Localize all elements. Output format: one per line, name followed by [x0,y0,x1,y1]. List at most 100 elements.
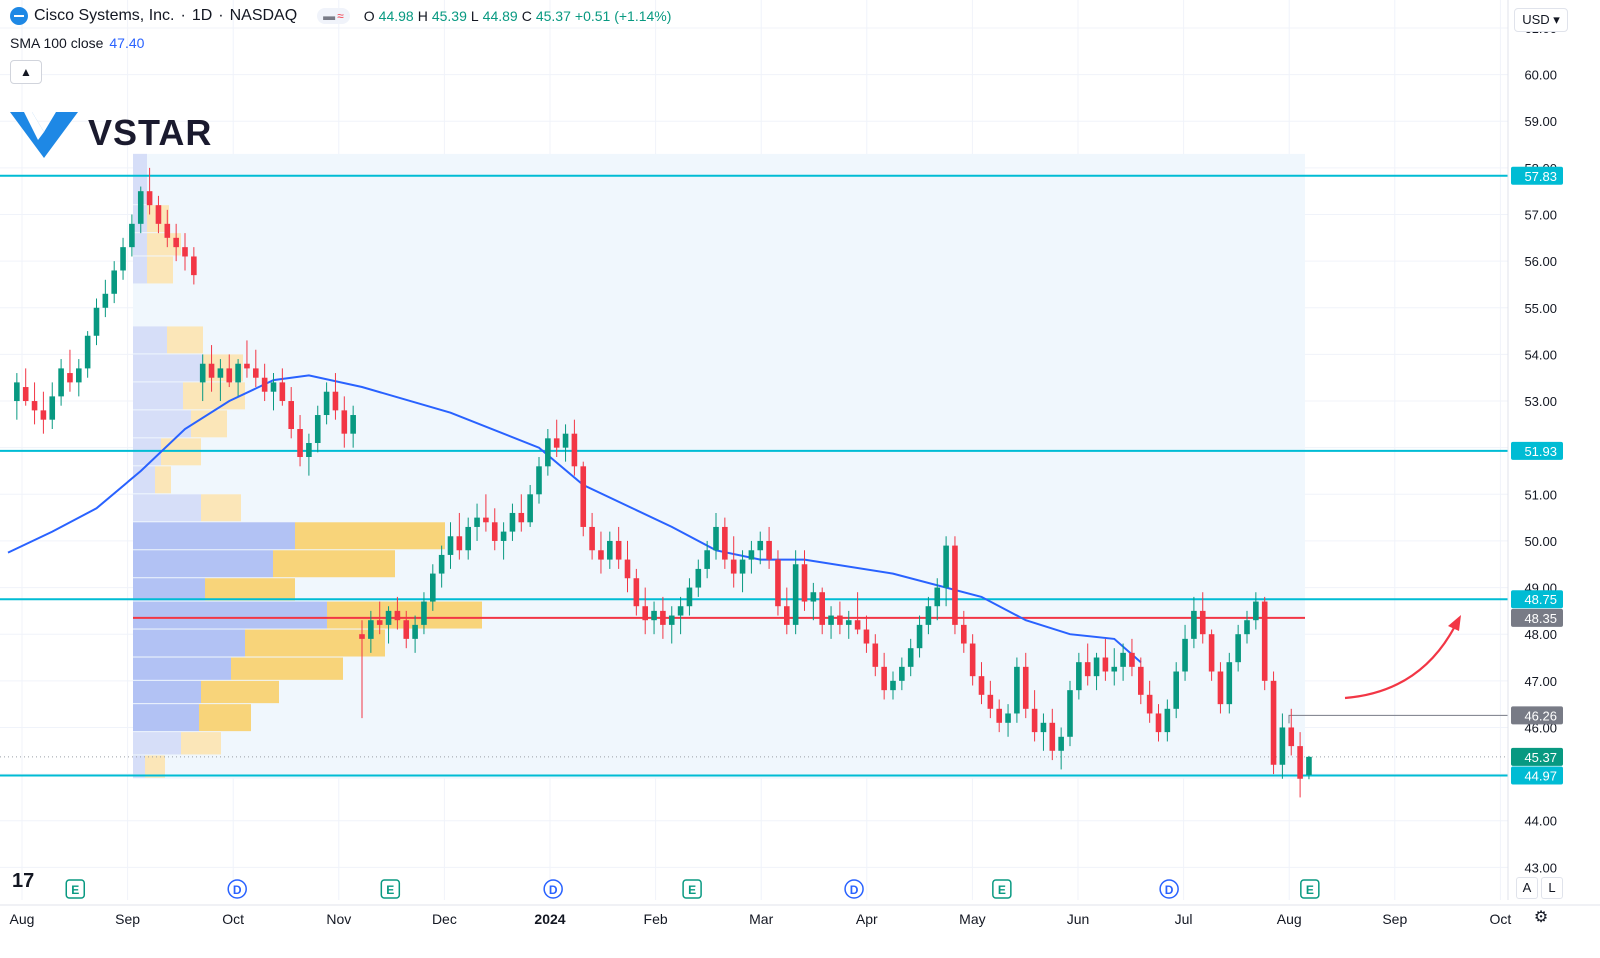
candle-body[interactable] [1306,756,1312,776]
candle-body[interactable] [430,573,436,602]
dividend-marker[interactable] [1159,879,1179,899]
candle-body[interactable] [571,433,578,467]
candle-body[interactable] [1040,722,1047,733]
candle-body[interactable] [730,559,737,574]
candle-body[interactable] [598,550,604,560]
candle-body[interactable] [978,676,985,695]
candle-body[interactable] [208,363,215,378]
candle-body[interactable] [819,592,825,625]
candle-body[interactable] [120,247,126,271]
candle-body[interactable] [1076,662,1082,691]
candle-body[interactable] [1235,634,1241,663]
candle-body[interactable] [677,606,684,616]
candle-body[interactable] [784,606,790,625]
candle-body[interactable] [270,382,277,392]
candle-body[interactable] [306,443,312,457]
candle-body[interactable] [22,387,29,402]
candle-body[interactable] [1199,610,1206,635]
candle-body[interactable] [1253,601,1259,621]
candle-body[interactable] [93,307,100,336]
candle-body[interactable] [40,410,47,420]
candle-body[interactable] [474,517,480,527]
candle-body[interactable] [332,391,339,411]
log-scale-button[interactable]: L [1541,877,1563,899]
candle-body[interactable] [863,629,870,644]
candle-body[interactable] [385,610,392,625]
candle-body[interactable] [907,648,914,667]
earnings-marker[interactable] [992,879,1012,899]
candle-body[interactable] [1182,638,1188,672]
candle-body[interactable] [934,587,941,607]
currency-select[interactable]: USD ▾ [1514,8,1568,32]
candle-body[interactable] [792,564,799,625]
candle-body[interactable] [199,363,206,383]
candle-body[interactable] [1084,662,1091,677]
candle-body[interactable] [483,517,489,523]
settings-gear-icon[interactable]: ⚙ [1533,909,1549,926]
candle-body[interactable] [421,601,427,625]
candle-body[interactable] [536,466,542,495]
candle-body[interactable] [1093,657,1100,677]
candle-body[interactable] [376,620,383,625]
candle-body[interactable] [854,620,861,630]
candle-body[interactable] [403,620,410,639]
candle-body[interactable] [146,191,153,206]
candle-body[interactable] [182,247,188,257]
candle-body[interactable] [686,587,693,607]
candle-body[interactable] [969,643,976,677]
candle-body[interactable] [456,536,463,551]
candle-body[interactable] [155,205,162,224]
dividend-marker[interactable] [543,879,563,899]
candle-body[interactable] [491,522,498,541]
candle-body[interactable] [1244,620,1250,635]
candle-body[interactable] [279,382,286,402]
candle-body[interactable] [775,559,781,607]
candle-body[interactable] [500,531,507,541]
candle-body[interactable] [739,559,746,574]
earnings-marker[interactable] [682,879,702,899]
candle-body[interactable] [757,540,764,551]
candle-body[interactable] [1022,666,1029,709]
candle-body[interactable] [881,666,887,691]
candle-body[interactable] [1288,727,1295,747]
earnings-marker[interactable] [1300,879,1320,899]
candle-body[interactable] [668,615,675,625]
candle-body[interactable] [14,382,20,402]
candle-body[interactable] [1155,713,1162,733]
candle-body[interactable] [607,540,613,560]
candle-body[interactable] [359,634,365,639]
candle-body[interactable] [1014,666,1020,714]
candle-body[interactable] [713,526,719,551]
candle-body[interactable] [1226,662,1233,705]
candle-body[interactable] [615,540,622,560]
candle-body[interactable] [580,466,587,527]
candle-body[interactable] [589,526,595,551]
candle-body[interactable] [695,568,702,588]
candle-body[interactable] [899,666,905,681]
candle-body[interactable] [394,610,401,621]
candle-body[interactable] [890,680,896,691]
candle-body[interactable] [766,540,772,560]
earnings-marker[interactable] [65,879,86,899]
candle-body[interactable] [845,620,852,625]
candle-body[interactable] [191,256,197,276]
candle-body[interactable] [633,578,640,607]
candle-body[interactable] [1049,722,1056,751]
candle-body[interactable] [624,559,631,579]
candle-body[interactable] [297,429,303,457]
candle-body[interactable] [1191,610,1197,639]
candle-body[interactable] [1217,671,1224,705]
collapse-legend-button[interactable]: ▲ [10,60,42,84]
candle-body[interactable] [244,363,250,369]
candle-body[interactable] [164,223,171,238]
candle-body[interactable] [49,396,56,420]
candle-body[interactable] [1146,694,1153,714]
candle-body[interactable] [341,410,348,434]
candle-body[interactable] [84,335,91,369]
interval-label[interactable]: 1D [191,7,213,24]
candle-body[interactable] [323,391,330,416]
candle-body[interactable] [350,415,356,434]
candle-body[interactable] [1120,652,1126,667]
candle-body[interactable] [288,401,294,430]
candle-body[interactable] [465,526,471,551]
